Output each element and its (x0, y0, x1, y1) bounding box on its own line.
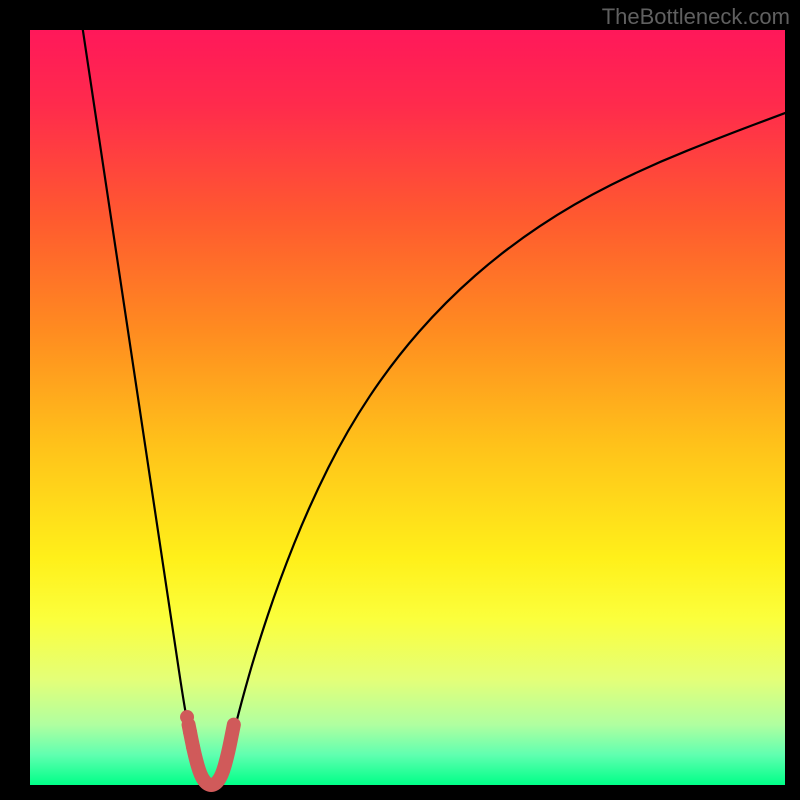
bottleneck-curve-chart (0, 0, 800, 800)
highlight-dot (186, 740, 200, 754)
chart-container: TheBottleneck.com (0, 0, 800, 800)
highlight-dot (183, 725, 197, 739)
watermark-text: TheBottleneck.com (602, 4, 790, 30)
highlight-dot (180, 710, 194, 724)
gradient-background (30, 30, 785, 785)
